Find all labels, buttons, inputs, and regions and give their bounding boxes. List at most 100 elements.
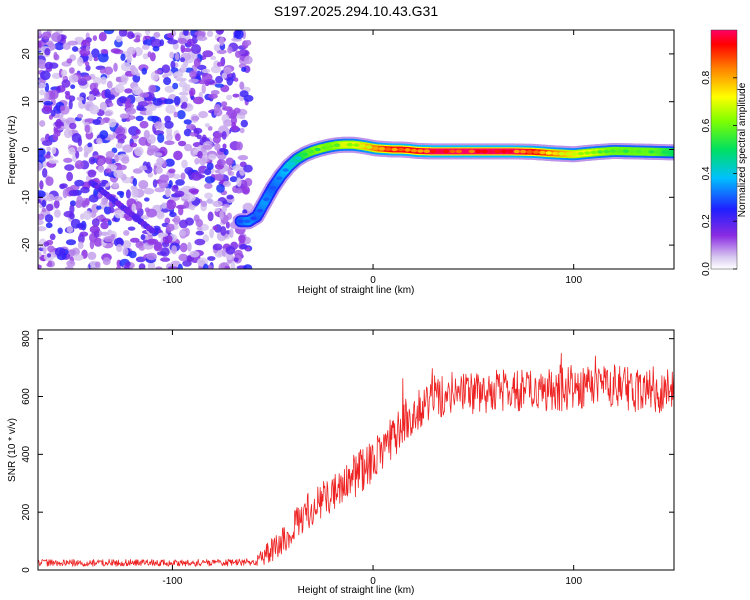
spectrogram-noise-blob — [108, 102, 114, 107]
spectrogram-noise-blob — [68, 147, 76, 155]
spectrogram-noise-blob — [154, 69, 162, 74]
spectrogram-noise-blob — [115, 142, 123, 149]
spectrogram-noise-blob — [154, 187, 165, 193]
spectrogram-trace-peak — [353, 143, 360, 147]
spectrogram-noise-blob — [99, 130, 109, 139]
spectrogram-noise-blob — [88, 194, 99, 203]
spectrogram-noise-blob — [226, 76, 234, 86]
spectrogram-noise-blob — [68, 74, 79, 83]
snr-line — [38, 352, 674, 567]
spectrogram-noise-blob — [159, 39, 165, 47]
spectrogram-noise-blob — [43, 241, 50, 247]
spectrogram-noise-blob — [200, 200, 208, 207]
spectrogram-noise-blob — [117, 164, 127, 171]
spectrogram-noise-blob — [87, 169, 97, 178]
spectrogram-noise-blob — [164, 85, 175, 93]
spectrogram-trace-peak — [558, 151, 565, 156]
spectrogram-noise-blob — [189, 132, 197, 137]
spectrogram-noise-blob — [202, 263, 209, 269]
snr-ytick-label: 600 — [21, 388, 32, 405]
spectrogram-noise-blob — [235, 50, 241, 58]
spectrogram-noise-blob — [55, 118, 62, 129]
spectrogram-trace-peak — [616, 149, 623, 153]
spectrogram-noise-blob — [232, 165, 241, 171]
spectrogram-noise-blob — [115, 133, 127, 141]
spectrogram-noise-blob — [204, 183, 213, 189]
spectrogram-trace-peak — [597, 150, 604, 154]
spectrogram-noise-blob — [214, 143, 221, 151]
spectrogram-noise-blob — [189, 250, 200, 258]
spectrogram-noise-blob — [207, 264, 213, 269]
spectrogram-noise-blob — [50, 109, 56, 117]
spectrogram-trace-peak — [442, 149, 450, 154]
spectrogram-noise-blob — [178, 140, 187, 147]
spectrogram-noise-blob — [113, 237, 124, 247]
spectrogram-noise-blob — [212, 225, 218, 231]
spectrogram-noise-blob — [112, 182, 119, 188]
spectrogram-noise-blob — [171, 185, 179, 192]
spectrogram-noise-blob — [39, 89, 45, 96]
spectrogram-noise-blob — [114, 84, 125, 94]
spectrogram-trace-peak — [584, 151, 591, 155]
colorbar-label: Normalized spectral amplitude — [737, 82, 748, 217]
spectrogram-noise-blob — [67, 40, 78, 46]
spectrogram-noise-blob — [161, 202, 167, 209]
spectrogram-noise-blob — [138, 263, 146, 269]
spectrogram-noise-blob — [61, 79, 71, 88]
spectrogram-trace-peak — [513, 149, 520, 154]
spectrogram-noise-blob — [210, 55, 217, 61]
spectrogram-trace-peak — [494, 149, 501, 154]
spectrogram-noise-blob — [234, 249, 243, 257]
spectrogram-trace-peak — [314, 147, 321, 152]
spectrogram-noise-blob — [130, 237, 140, 243]
spectrogram-noise-blob — [42, 31, 52, 40]
spectrogram-noise-blob — [159, 174, 170, 183]
spectrogram-trace — [232, 136, 674, 230]
spectrogram-noise-blob — [170, 260, 181, 267]
spectrogram-noise-blob — [236, 177, 242, 187]
spectrogram-noise-blob — [153, 32, 161, 38]
spectrogram-noise-blob — [243, 94, 254, 102]
spectrogram-noise-blob — [130, 67, 139, 76]
spectrogram-noise-blob — [213, 104, 221, 111]
spectrogram-noise-blob — [136, 107, 147, 112]
spectrogram-noise-blob — [177, 263, 183, 269]
spectrogram-noise-blob — [104, 110, 113, 117]
spectrogram-noise-blob — [243, 264, 253, 269]
spectrogram-trace-peak — [661, 150, 668, 154]
spectrogram-noise-blob — [38, 226, 47, 232]
spectrogram-noise-blob — [44, 61, 54, 70]
spectrogram-noise-blob — [213, 44, 220, 52]
spectrogram-noise-blob — [166, 32, 175, 39]
spectrogram-noise-blob — [145, 30, 151, 36]
spectrogram-noise-blob — [125, 261, 131, 267]
spectrogram-noise-blob — [126, 53, 132, 64]
spectrogram-noise-blob — [157, 232, 169, 238]
spectrogram-noise-blob — [174, 52, 180, 61]
spectrogram-noise-blob — [175, 133, 181, 142]
spectrogram-noise-blob — [142, 53, 149, 60]
spectrogram-xtick-label: 0 — [370, 275, 376, 286]
spectrogram-noise-blob — [186, 38, 195, 47]
spectrogram-noise-blob — [98, 32, 107, 42]
spectrogram-noise-blob — [160, 257, 171, 262]
spectrogram-noise-blob — [39, 120, 46, 127]
spectrogram-noise-blob — [216, 49, 227, 55]
spectrogram-trace-peak — [609, 149, 617, 153]
spectrogram-noise-blob — [164, 120, 174, 129]
spectrogram-trace-peak — [397, 147, 405, 152]
spectrogram-noise-blob — [227, 46, 233, 54]
spectrogram-noise-blob — [87, 142, 93, 148]
spectrogram-noise-blob — [147, 145, 159, 153]
spectrogram-noise-blob — [241, 67, 247, 72]
spectrogram-noise-blob — [172, 173, 181, 179]
spectrogram-noise-blob — [38, 161, 43, 172]
spectrogram-noise-blob — [45, 222, 53, 229]
spectrogram-noise-blob — [239, 81, 245, 90]
spectrogram-noise-blob — [156, 157, 165, 165]
spectrogram-noise-blob — [221, 131, 227, 140]
spectrogram-noise-blob — [135, 115, 144, 122]
colorbar-tick-label: 0.2 — [701, 214, 712, 228]
